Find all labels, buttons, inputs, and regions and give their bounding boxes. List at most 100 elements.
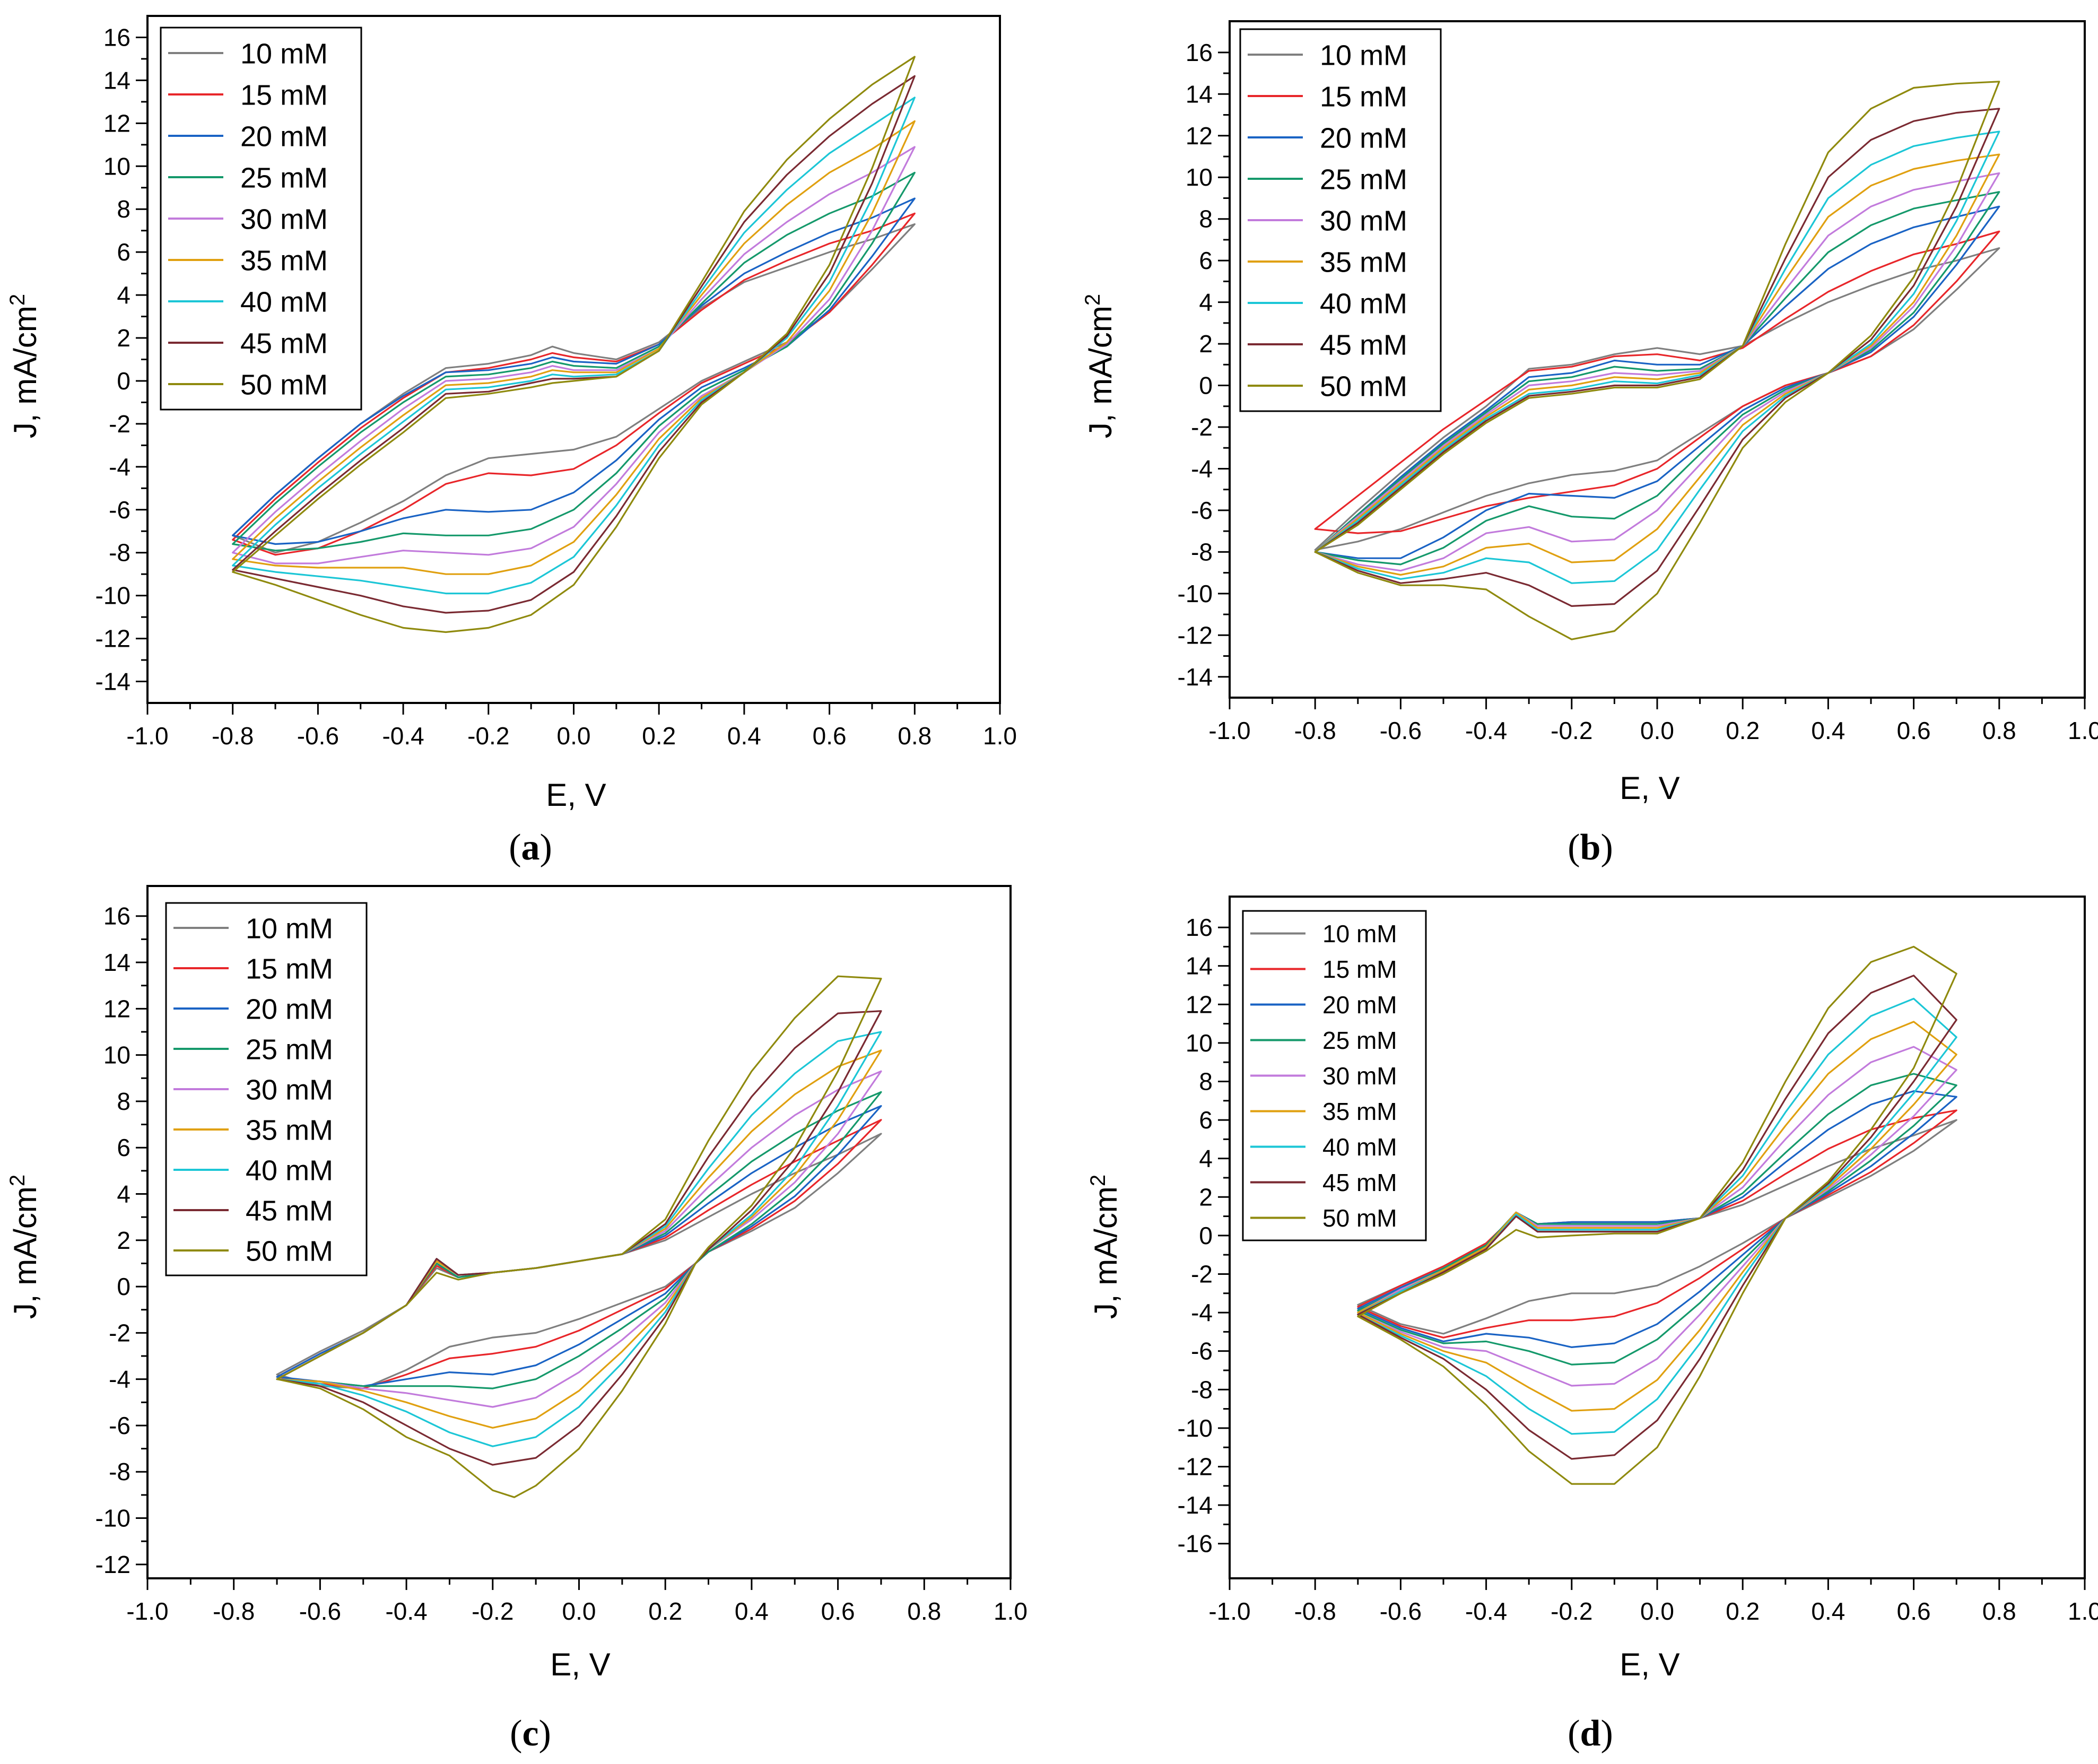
y-tick-label: -8 xyxy=(1191,1376,1213,1403)
x-tick-label: -1.0 xyxy=(126,1597,168,1625)
panel-label: (a) xyxy=(509,827,552,868)
legend-entry: 50 mM xyxy=(246,1235,333,1267)
x-tick-label: 0.0 xyxy=(1640,717,1674,744)
x-tick-label: 0.8 xyxy=(1982,1597,2016,1625)
series-line-45-mm xyxy=(232,75,916,614)
y-tick-label: 0 xyxy=(1199,1222,1213,1249)
series-line-15-mm xyxy=(276,1119,882,1389)
legend-entry: 25 mM xyxy=(1322,1027,1397,1054)
x-tick-label: 0.4 xyxy=(1811,717,1845,744)
series-line-20-mm xyxy=(1357,1090,1957,1348)
legend-entry: 50 mM xyxy=(240,369,328,401)
y-tick-label: 6 xyxy=(1199,247,1213,274)
legend-entry: 40 mM xyxy=(240,286,328,318)
legend-entry: 15 mM xyxy=(1322,955,1397,983)
y-tick-label: -12 xyxy=(1178,1453,1213,1480)
y-tick-label: 16 xyxy=(103,23,130,51)
y-tick-label: -4 xyxy=(109,1366,130,1393)
y-tick-label: -14 xyxy=(95,668,130,696)
legend-entry: 20 mM xyxy=(246,993,333,1025)
y-tick-label: -8 xyxy=(1191,538,1213,566)
x-tick-label: 1.0 xyxy=(983,722,1017,750)
x-tick-label: -0.6 xyxy=(297,722,339,750)
x-tick-label: 0.0 xyxy=(562,1597,596,1625)
y-axis-label: J, mA/cm2 xyxy=(6,1175,43,1319)
legend-entry: 25 mM xyxy=(1320,163,1407,195)
legend-entry: 35 mM xyxy=(240,245,328,276)
y-tick-label: 14 xyxy=(1186,952,1213,980)
legend-entry: 40 mM xyxy=(1320,288,1407,319)
y-tick-label: -10 xyxy=(95,1505,130,1532)
chart-panel-b: J, mA/cm2 E, V (b) -1.0 -0.8 -0.6 -0.4 -0.2 0… xyxy=(1081,20,2098,868)
series-line-35-mm xyxy=(232,120,916,575)
x-tick-label: -1.0 xyxy=(1208,1597,1250,1625)
legend-entry: 15 mM xyxy=(1320,81,1407,112)
y-tick-label: 4 xyxy=(117,281,130,309)
y-tick-label: 12 xyxy=(103,995,130,1022)
legend-entry: 50 mM xyxy=(1322,1204,1397,1232)
y-tick-label: -10 xyxy=(1178,580,1213,607)
series-line-30-mm xyxy=(232,146,916,564)
x-tick-label: -0.8 xyxy=(213,1597,255,1625)
x-tick-label: 0.0 xyxy=(1640,1597,1674,1625)
x-tick-label: 0.6 xyxy=(821,1597,855,1625)
legend-entry: 30 mM xyxy=(1320,205,1407,237)
y-tick-label: -10 xyxy=(1178,1414,1213,1442)
y-axis-label: J, mA/cm2 xyxy=(1081,294,1118,438)
svg-text:(d): (d) xyxy=(1568,1713,1613,1754)
legend-entry: 35 mM xyxy=(246,1114,333,1146)
x-tick-label: -0.2 xyxy=(472,1597,513,1625)
x-tick-label: 0.4 xyxy=(1811,1597,1845,1625)
series-line-50-mm xyxy=(232,56,916,633)
chart-panel-d: J, mA/cm2 E, V (d) -1.0 -0.8 -0.6 -0.4 -0.2 0… xyxy=(1086,896,2098,1754)
y-tick-label: 10 xyxy=(1186,163,1213,191)
legend-entry: 10 mM xyxy=(1322,920,1397,948)
y-tick-label: -16 xyxy=(1178,1530,1213,1558)
legend-entry: 20 mM xyxy=(1320,122,1407,154)
y-tick-label: -4 xyxy=(1191,455,1213,482)
x-tick-label: -0.4 xyxy=(1465,1597,1507,1625)
y-tick-label: -14 xyxy=(1178,663,1213,691)
legend-entry: 10 mM xyxy=(246,913,333,944)
x-tick-label: -0.8 xyxy=(1294,1597,1336,1625)
y-tick-label: 12 xyxy=(103,109,130,137)
x-axis-label: E, V xyxy=(1620,770,1679,806)
legend-entry: 40 mM xyxy=(1322,1133,1397,1161)
legend-entry: 50 mM xyxy=(1320,370,1407,402)
legend: 10 mM 15 mM 20 mM 25 mM 30 mM 35 mM 40 mM 45 mM… xyxy=(1239,28,1442,412)
series-line-50-mm xyxy=(276,975,882,1498)
series-line-45-mm xyxy=(276,1010,882,1466)
series-line-50-mm xyxy=(1314,81,2000,640)
series-line-50-mm xyxy=(1357,945,1957,1485)
x-tick-label: -0.6 xyxy=(299,1597,341,1625)
y-tick-label: -10 xyxy=(95,582,130,610)
x-tick-label: 0.4 xyxy=(735,1597,769,1625)
x-axis-label: E, V xyxy=(1620,1647,1679,1682)
legend-entry: 20 mM xyxy=(1322,991,1397,1019)
panel-label: (d) xyxy=(1568,1713,1613,1754)
legend-entry: 15 mM xyxy=(246,953,333,985)
chart-panel-a: J, mA/cm2 E, V (a) -1.0 -0.8 -0.6 -0.4 -0.2 0… xyxy=(6,15,1017,868)
legend-entry: 45 mM xyxy=(246,1195,333,1227)
y-tick-label: 16 xyxy=(103,902,130,930)
series-line-10-mm xyxy=(232,223,916,554)
x-tick-label: -0.2 xyxy=(1551,1597,1592,1625)
x-tick-label: 0.2 xyxy=(1726,1597,1760,1625)
y-tick-label: 14 xyxy=(103,949,130,976)
y-tick-label: -2 xyxy=(1191,413,1213,441)
x-tick-label: 1.0 xyxy=(2068,717,2098,744)
y-tick-label: 4 xyxy=(1199,1145,1213,1172)
y-axis-label-superscript: 2 xyxy=(6,1175,29,1186)
series-line-30-mm xyxy=(1314,172,2000,572)
series-line-45-mm xyxy=(1314,108,2000,607)
y-tick-label: 6 xyxy=(1199,1106,1213,1134)
series-line-20-mm xyxy=(1314,205,2000,559)
y-tick-label: -12 xyxy=(1178,621,1213,649)
x-tick-label: -0.4 xyxy=(382,722,424,750)
x-axis-label: E, V xyxy=(550,1647,610,1682)
x-tick-label: 0.6 xyxy=(1897,717,1931,744)
legend-entry: 45 mM xyxy=(1320,329,1407,361)
y-tick-label: -8 xyxy=(109,539,130,567)
y-tick-label: 16 xyxy=(1186,39,1213,66)
y-tick-label: 10 xyxy=(103,1041,130,1069)
